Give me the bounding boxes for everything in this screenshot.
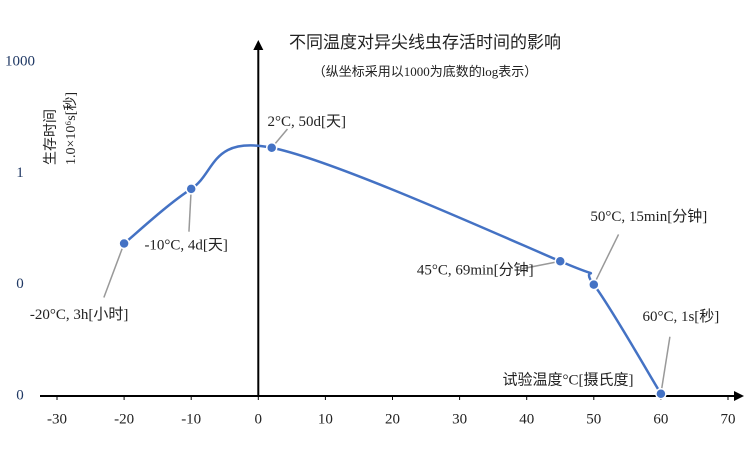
line <box>123 144 662 395</box>
leader-line <box>103 243 125 298</box>
y-tick-label: 1 <box>16 165 24 181</box>
x-tick-label: 10 <box>318 411 333 427</box>
x-tick-label: 20 <box>385 411 400 427</box>
y-axis-label: 生存时间 <box>43 109 59 165</box>
y-tick-label: 0 <box>16 387 24 403</box>
point <box>118 237 130 250</box>
y-tick-label: 1000 <box>5 53 35 69</box>
x-tick-label: 0 <box>255 411 263 427</box>
annotation: 60°C, 1s[秒] <box>642 308 719 325</box>
x-axis-arrow <box>734 391 744 401</box>
chart-subtitle: （纵坐标采用以1000为底数的log表示） <box>313 64 538 79</box>
leader-line <box>660 336 671 394</box>
x-tick-label: 40 <box>519 411 534 427</box>
x-tick-label: -30 <box>47 411 67 427</box>
y-axis-arrow <box>253 40 264 50</box>
x-tick-label: 60 <box>653 411 668 427</box>
point <box>655 388 667 400</box>
annotation: 45°C, 69min[分钟] <box>417 262 534 279</box>
x-tick-label: -20 <box>114 411 134 427</box>
annotation: -10°C, 4d[天] <box>144 237 228 253</box>
x-tick-label: 70 <box>721 411 736 427</box>
point <box>588 278 600 291</box>
x-axis-label: 试验温度°C[摄氏度] <box>503 371 634 388</box>
point <box>185 183 197 195</box>
y-axis-label: 1.0×10⁶s[秒] <box>63 92 79 165</box>
y-tick-label: 0 <box>16 276 24 292</box>
chart-title: 不同温度对异尖线虫存活时间的影响 <box>289 33 561 52</box>
leader-line <box>521 260 561 270</box>
leader-line <box>593 234 620 285</box>
point <box>554 255 566 268</box>
x-tick-label: 50 <box>586 411 601 427</box>
annotation: 50°C, 15min[分钟] <box>590 208 707 225</box>
x-tick-label: 30 <box>452 411 467 427</box>
annotation: -20°C, 3h[小时] <box>30 306 129 323</box>
leader-line <box>188 188 192 232</box>
point <box>265 141 278 154</box>
x-tick-label: -10 <box>181 411 201 427</box>
annotation: 2°C, 50d[天] <box>267 114 346 130</box>
